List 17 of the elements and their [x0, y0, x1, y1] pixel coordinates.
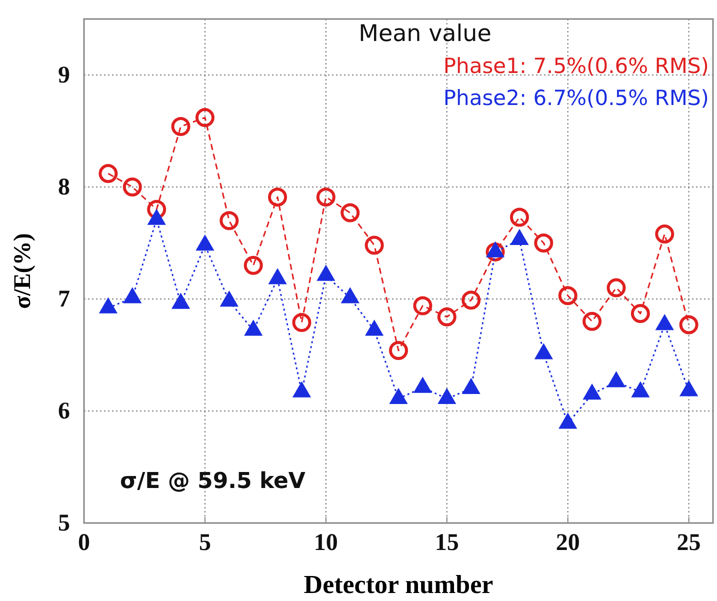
- y-tick-label: 8: [58, 174, 70, 201]
- y-axis-title: σ/E(%): [10, 233, 36, 309]
- legend-title: Mean value: [358, 21, 492, 47]
- x-tick-label: 5: [198, 530, 211, 556]
- text: Phase2: 6.7%(0.5% RMS): [443, 86, 709, 110]
- x-tick-label: 20: [556, 530, 580, 556]
- text: Phase1: 7.5%(0.6% RMS): [443, 54, 709, 78]
- x-axis-title: Detector number: [304, 570, 494, 599]
- x-tick-label: 25: [676, 530, 701, 556]
- x-tick-label: 15: [434, 530, 459, 556]
- annotation: σ/E @ 59.5 keV: [120, 469, 306, 494]
- y-tick-label: 5: [58, 510, 70, 537]
- y-tick-label: 7: [58, 286, 70, 313]
- x-tick-label: 10: [314, 530, 338, 556]
- y-tick-label: 9: [58, 62, 70, 89]
- x-tick-label: 0: [78, 530, 90, 556]
- y-tick-label: 6: [58, 398, 70, 425]
